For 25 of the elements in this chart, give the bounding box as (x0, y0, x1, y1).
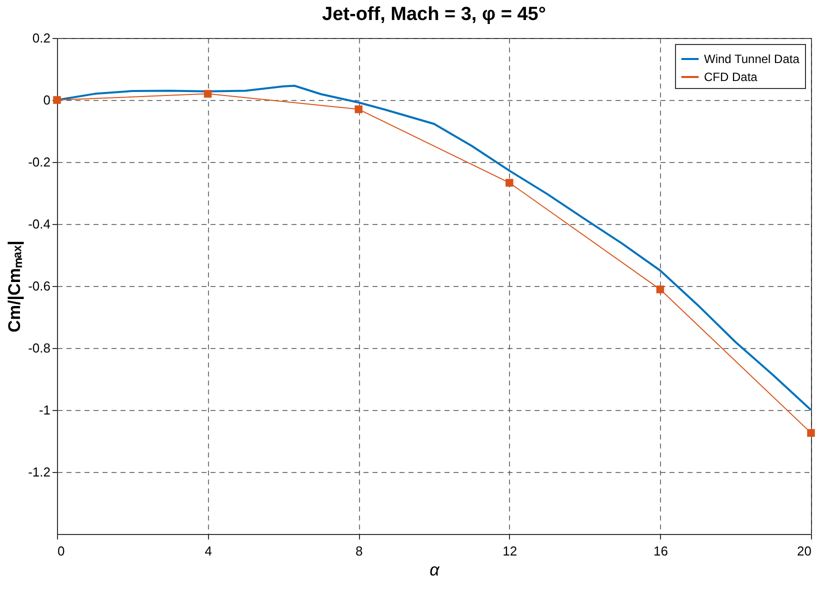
x-tick-label: 0 (58, 544, 65, 558)
x-tick-label: 20 (797, 544, 812, 558)
point (354, 105, 362, 114)
y-tick-label: -0.2 (28, 154, 50, 170)
chart-title: Jet-off, Mach = 3, φ = 45° (322, 4, 546, 25)
x-axis-title: α (430, 560, 441, 580)
y-tick-label: -0.6 (28, 278, 50, 294)
point (204, 90, 212, 98)
legend-label: CFD Data (704, 70, 758, 84)
y-axis-title: Cm/|Cmₘₐₓ| (5, 240, 24, 332)
point (506, 178, 514, 187)
y-tick-label: -1 (38, 402, 50, 418)
y-tick-label: -1.2 (28, 464, 50, 480)
point (53, 96, 61, 104)
point (807, 429, 815, 437)
point (656, 286, 664, 294)
y-tick-label: -0.8 (28, 340, 50, 356)
y-tick-label: -0.4 (28, 216, 50, 232)
x-tick-label: 16 (653, 544, 668, 558)
x-tick-label: 8 (355, 544, 363, 558)
x-tick-label: 4 (204, 544, 212, 558)
x-tick-label: 12 (502, 544, 518, 558)
y-tick-label: 0.2 (32, 30, 50, 46)
y-tick-label: 0 (43, 92, 50, 108)
legend-label: Wind Tunnel Data (704, 52, 800, 66)
